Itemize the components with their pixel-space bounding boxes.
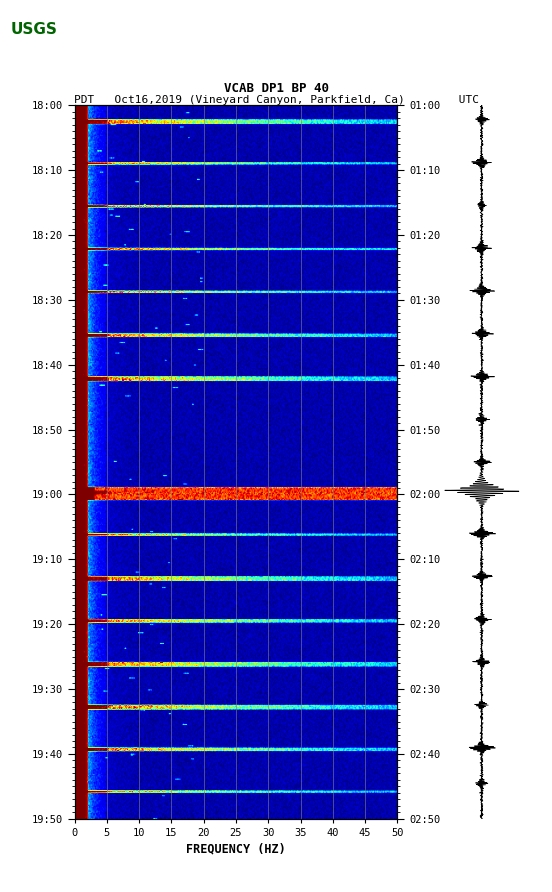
Text: PDT   Oct16,2019 (Vineyard Canyon, Parkfield, Ca)        UTC: PDT Oct16,2019 (Vineyard Canyon, Parkfie… [73,95,479,105]
Text: VCAB DP1 BP 40: VCAB DP1 BP 40 [224,81,328,95]
X-axis label: FREQUENCY (HZ): FREQUENCY (HZ) [186,842,286,855]
Text: USGS: USGS [11,22,58,37]
